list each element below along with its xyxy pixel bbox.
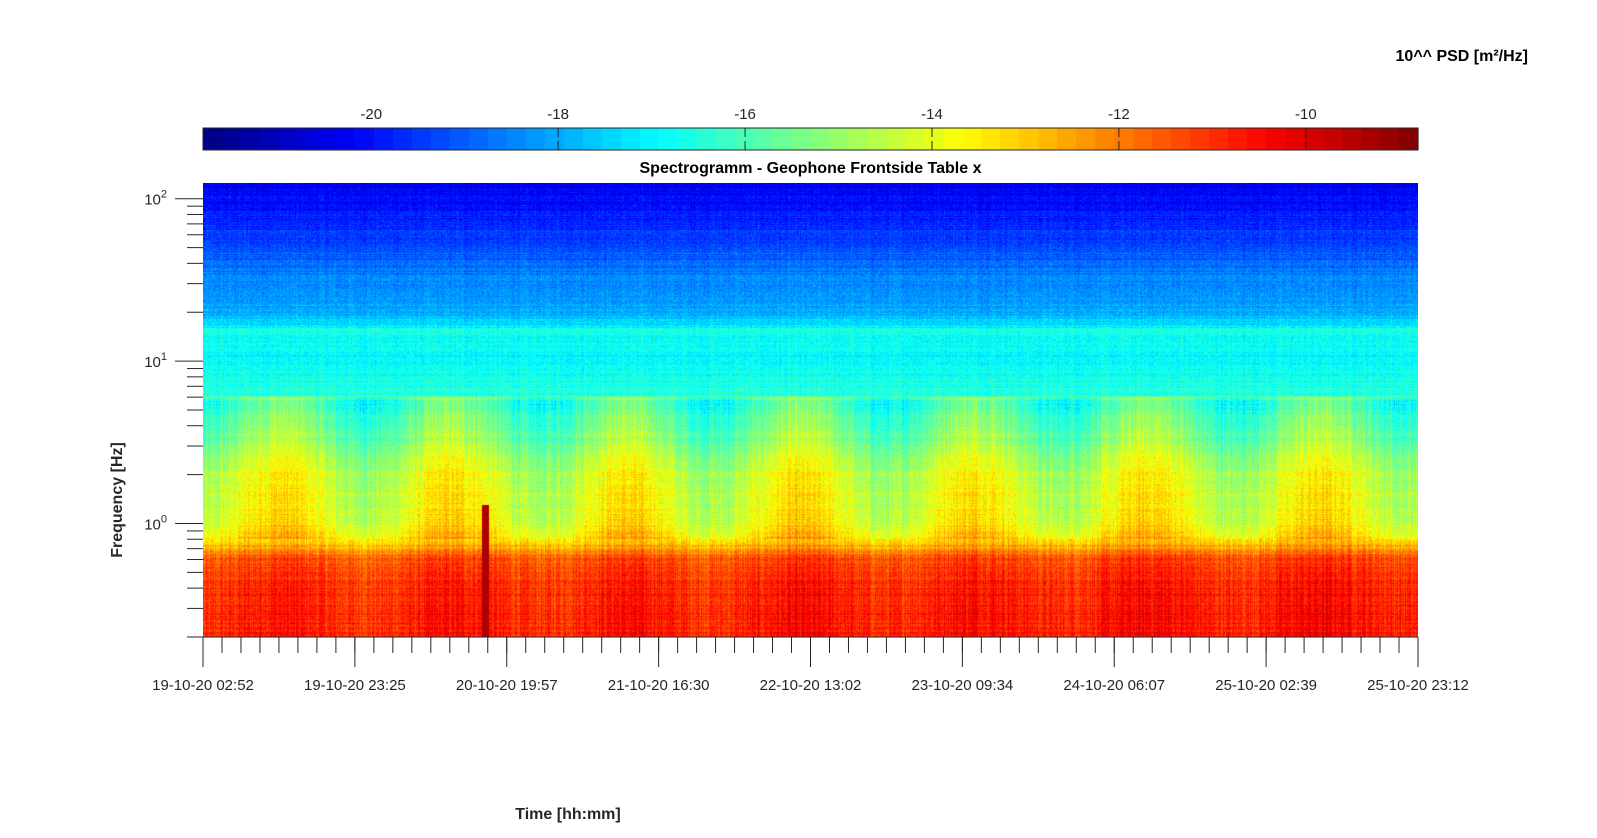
colorbar-segment: [259, 128, 280, 150]
colorbar-segment: [753, 128, 774, 150]
spectrogram-heatmap: [203, 183, 1418, 637]
colorbar-segment: [1076, 128, 1096, 150]
colorbar-segment: [829, 128, 850, 150]
x-tick-label: 21-10-20 16:30: [608, 677, 710, 694]
colorbar-segment: [734, 128, 755, 150]
colorbar-segment: [1038, 128, 1058, 150]
colorbar-segment: [1228, 128, 1248, 150]
colorbar-segment: [411, 128, 432, 150]
colorbar-segment: [1323, 128, 1343, 150]
colorbar-segment: [1304, 128, 1324, 150]
colorbar-segment: [791, 128, 812, 150]
colorbar-segment: [221, 128, 242, 150]
x-tick-label: 22-10-20 13:02: [760, 677, 862, 694]
plot-area: [203, 183, 1418, 637]
colorbar-tick-label: -14: [921, 106, 943, 123]
colorbar-segment: [335, 128, 356, 150]
colorbar-segment: [867, 128, 888, 150]
colorbar-tick-label: -16: [734, 106, 756, 123]
colorbar-segment: [392, 128, 413, 150]
colorbar-segment: [1266, 128, 1286, 150]
colorbar-segment: [544, 128, 565, 150]
x-tick-label: 19-10-20 23:25: [304, 677, 406, 694]
colorbar-segment: [677, 128, 698, 150]
colorbar-segment: [1285, 128, 1305, 150]
x-tick-label: 25-10-20 23:12: [1367, 677, 1469, 694]
colorbar-ticks: -20 -18 -16 -14 -12 -10: [360, 106, 1317, 150]
colorbar-tick-label: -10: [1295, 106, 1317, 123]
colorbar-segment: [582, 128, 603, 150]
colorbar-segment: [1133, 128, 1153, 150]
colorbar-tick-label: -20: [360, 106, 382, 123]
colorbar-segment: [354, 128, 375, 150]
colorbar-segment: [430, 128, 451, 150]
colorbar-frame: [202, 127, 1419, 151]
colorbar-segment: [373, 128, 394, 150]
colorbar-segment: [506, 128, 527, 150]
colorbar-segments: [202, 127, 1419, 151]
colorbar-segment: [981, 128, 1001, 150]
colorbar-segment: [696, 128, 717, 150]
colorbar-segment: [1095, 128, 1115, 150]
colorbar-segment: [1399, 128, 1419, 150]
y-axis-label: Frequency [Hz]: [109, 442, 126, 558]
colorbar-segment: [886, 128, 907, 150]
colorbar-segment: [962, 128, 982, 150]
x-tick-label: 25-10-20 02:39: [1215, 677, 1317, 694]
colorbar-segment: [601, 128, 622, 150]
colorbar-segment: [639, 128, 660, 150]
colorbar-segment: [810, 128, 831, 150]
colorbar-segment: [1057, 128, 1077, 150]
colorbar: -20 -18 -16 -14 -12 -10: [202, 106, 1419, 151]
colorbar-segment: [848, 128, 869, 150]
x-tick-label: 19-10-20 02:52: [152, 677, 254, 694]
colorbar-segment: [297, 128, 318, 150]
colorbar-segment: [468, 128, 489, 150]
colorbar-segment: [905, 128, 926, 150]
y-tick-label: 101: [144, 351, 167, 371]
x-tick-label: 20-10-20 19:57: [456, 677, 558, 694]
y-tick-label: 102: [144, 189, 167, 209]
colorbar-segment: [620, 128, 641, 150]
colorbar-segment: [525, 128, 546, 150]
colorbar-segment: [240, 128, 261, 150]
x-axis: 19-10-20 02:52 19-10-20 23:25 20-10-20 19:…: [152, 636, 1469, 694]
colorbar-label: 10^^ PSD [m²/Hz]: [1395, 48, 1528, 65]
colorbar-segment: [658, 128, 679, 150]
colorbar-segment: [1342, 128, 1362, 150]
colorbar-segment: [1171, 128, 1191, 150]
colorbar-tick-label: -18: [547, 106, 569, 123]
colorbar-segment: [1247, 128, 1267, 150]
colorbar-segment: [487, 128, 508, 150]
colorbar-segment: [278, 128, 299, 150]
y-axis: 100 101 102: [144, 189, 203, 638]
colorbar-segment: [1209, 128, 1229, 150]
colorbar-segment: [1114, 128, 1134, 150]
colorbar-segment: [924, 128, 944, 150]
colorbar-segment: [1380, 128, 1400, 150]
colorbar-segment: [1019, 128, 1039, 150]
x-tick-label: 23-10-20 09:34: [912, 677, 1014, 694]
colorbar-segment: [563, 128, 584, 150]
colorbar-segment: [1000, 128, 1020, 150]
colorbar-segment: [1152, 128, 1172, 150]
colorbar-segment: [203, 128, 223, 150]
colorbar-segment: [772, 128, 793, 150]
x-axis-label: Time [hh:mm]: [515, 806, 620, 823]
colorbar-tick-label: -12: [1108, 106, 1130, 123]
y-tick-label: 100: [144, 514, 167, 534]
chart-title: Spectrogramm - Geophone Frontside Table …: [640, 160, 982, 177]
colorbar-segment: [316, 128, 337, 150]
colorbar-segment: [1190, 128, 1210, 150]
colorbar-segment: [715, 128, 736, 150]
x-tick-label: 24-10-20 06:07: [1063, 677, 1165, 694]
colorbar-segment: [1361, 128, 1381, 150]
colorbar-segment: [449, 128, 470, 150]
colorbar-segment: [943, 128, 963, 150]
